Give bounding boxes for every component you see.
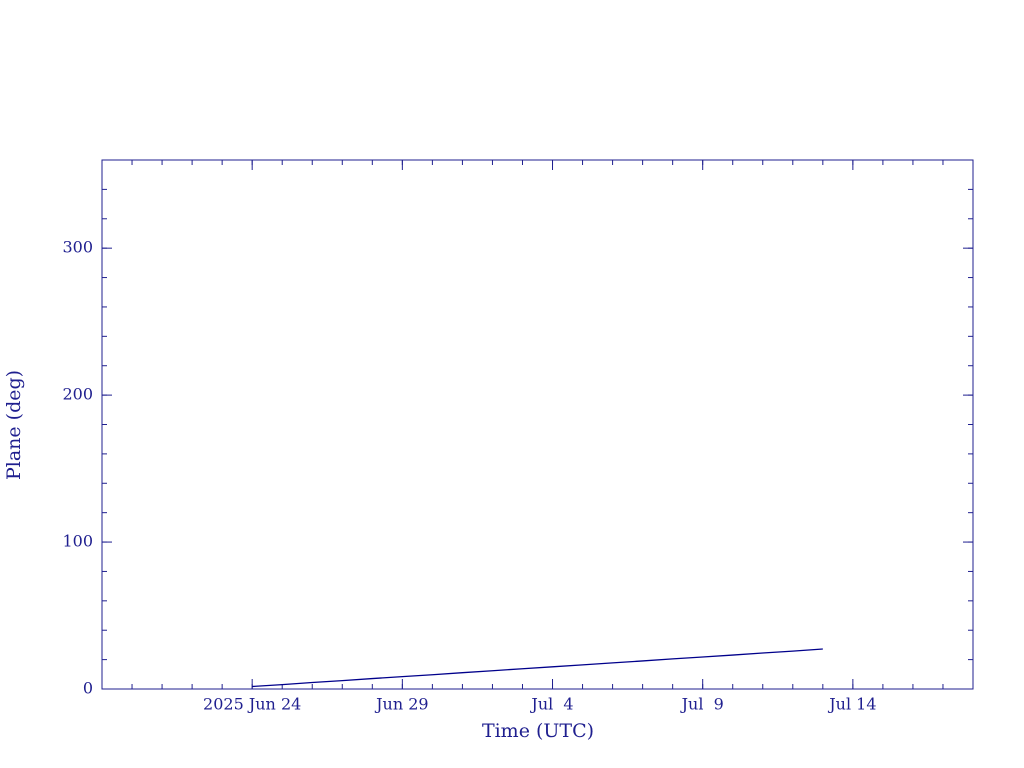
plot-frame <box>101 159 974 690</box>
x-axis-title: Time (UTC) <box>482 720 594 742</box>
y-axis-title: Plane (deg) <box>3 370 25 480</box>
y-tick-label: 100 <box>62 532 93 551</box>
x-tick-label: Jun 29 <box>374 695 428 714</box>
x-tick-label: Jul 14 <box>827 695 876 714</box>
y-tick-label: 0 <box>83 679 93 698</box>
x-tick-label: Jul 9 <box>680 695 724 714</box>
x-tick-label: 2025 Jun 24 <box>203 695 301 714</box>
data-line <box>252 648 823 688</box>
x-tick-label: Jul 4 <box>529 695 573 714</box>
y-tick-label: 300 <box>62 238 93 257</box>
y-tick-label: 200 <box>62 385 93 404</box>
